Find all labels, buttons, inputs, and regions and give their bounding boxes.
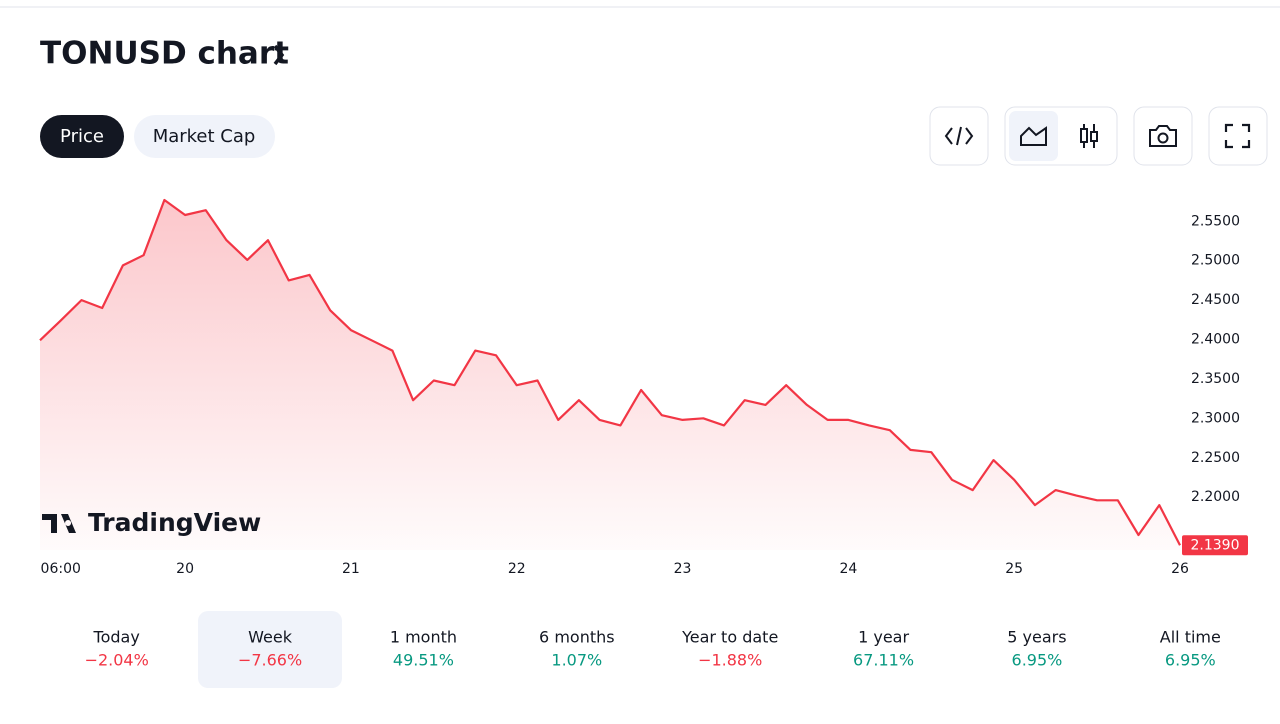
area-fill — [40, 200, 1180, 550]
area-icon — [1020, 126, 1047, 146]
page-title[interactable]: TONUSD chart — [40, 36, 289, 72]
period-change: 49.51% — [393, 651, 454, 670]
y-tick-label: 2.4000 — [1191, 332, 1240, 348]
embed-icon — [944, 126, 974, 146]
x-tick-label: 20 — [176, 561, 194, 577]
x-tick-label: 23 — [674, 561, 692, 577]
x-tick-label: 06:00 — [41, 561, 81, 577]
period-change: −1.88% — [698, 651, 762, 670]
camera-icon — [1157, 132, 1169, 144]
x-tick-label: 21 — [342, 561, 360, 577]
period-change: 6.95% — [1012, 651, 1063, 670]
period-label[interactable]: 6 months — [539, 628, 615, 647]
y-tick-label: 2.2500 — [1191, 450, 1240, 466]
y-tick-label: 2.4500 — [1191, 292, 1240, 308]
y-tick-label: 2.3500 — [1191, 371, 1240, 387]
period-label[interactable]: Today — [93, 628, 140, 647]
period-label[interactable]: 1 month — [390, 628, 457, 647]
period-change: 1.07% — [551, 651, 602, 670]
candle-icon — [1080, 128, 1088, 143]
tab-price[interactable] — [40, 115, 124, 158]
x-tick-label: 22 — [508, 561, 526, 577]
x-tick-label: 25 — [1005, 561, 1023, 577]
candle-icon[interactable] — [1090, 131, 1098, 142]
y-tick-label: 2.5000 — [1191, 253, 1240, 269]
tab-market-cap[interactable] — [134, 115, 275, 158]
fullscreen-icon — [1224, 123, 1251, 149]
snapshot-button[interactable] — [1133, 106, 1193, 166]
y-tick-label: 2.5500 — [1191, 213, 1240, 229]
tab-label: Market Cap — [153, 126, 256, 147]
last-price-label: 2.1390 — [1191, 537, 1240, 553]
period-label[interactable]: Week — [248, 628, 293, 647]
y-tick-label: 2.3000 — [1191, 410, 1240, 426]
period-label[interactable]: 5 years — [1007, 628, 1066, 647]
period-label[interactable]: All time — [1160, 628, 1221, 647]
fullscreen-button[interactable] — [1208, 106, 1268, 166]
period-label[interactable]: Year to date — [681, 628, 778, 647]
period-label[interactable]: 1 year — [858, 628, 909, 647]
period-change: −7.66% — [238, 651, 302, 670]
period-change: −2.04% — [85, 651, 149, 670]
last-price-box — [1182, 535, 1248, 556]
y-tick-label: 2.2000 — [1191, 489, 1240, 505]
camera-icon — [1149, 125, 1177, 147]
selected-period — [198, 611, 342, 688]
x-tick-label: 26 — [1171, 561, 1189, 577]
x-tick-label: 24 — [839, 561, 857, 577]
tv-logo-icon — [42, 514, 76, 533]
tab-label: Price — [60, 126, 104, 147]
watermark: TradingView — [88, 508, 261, 537]
area-style-button[interactable] — [1009, 111, 1058, 161]
title-arrow[interactable] — [273, 44, 285, 66]
period-change: 6.95% — [1165, 651, 1216, 670]
price-line — [39, 198, 1181, 546]
period-change: 67.11% — [853, 651, 914, 670]
